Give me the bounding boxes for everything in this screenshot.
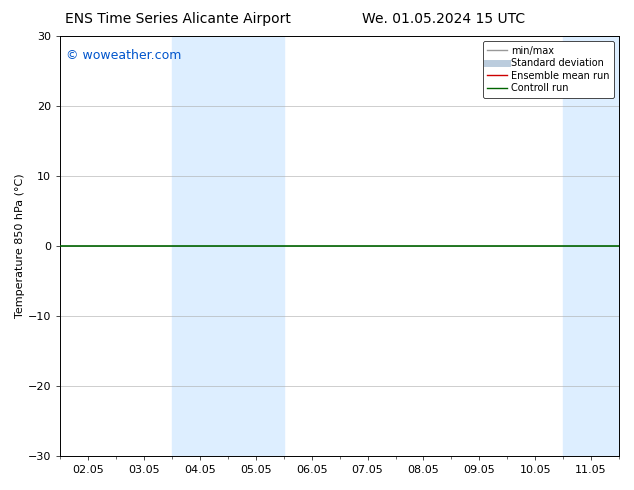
- Y-axis label: Temperature 850 hPa (°C): Temperature 850 hPa (°C): [15, 174, 25, 318]
- Bar: [228, 36, 284, 456]
- Legend: min/max, Standard deviation, Ensemble mean run, Controll run: min/max, Standard deviation, Ensemble me…: [482, 41, 614, 98]
- Bar: [563, 36, 619, 456]
- Text: ENS Time Series Alicante Airport: ENS Time Series Alicante Airport: [65, 12, 290, 26]
- Bar: [619, 36, 634, 456]
- Text: © woweather.com: © woweather.com: [66, 49, 181, 62]
- Bar: [172, 36, 228, 456]
- Text: We. 01.05.2024 15 UTC: We. 01.05.2024 15 UTC: [362, 12, 526, 26]
